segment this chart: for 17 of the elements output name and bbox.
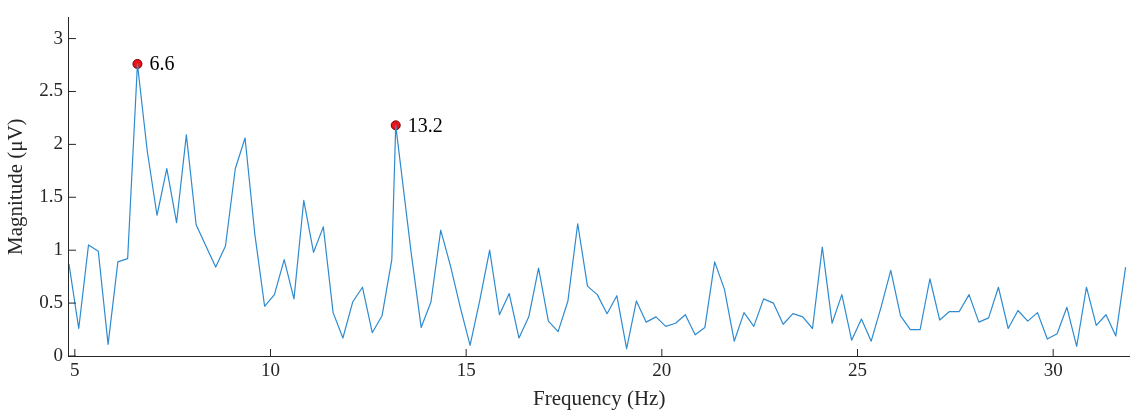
x-axis-title: Frequency (Hz)	[533, 385, 666, 410]
annotation: 13.2	[407, 113, 443, 136]
y-tick-label: 3	[53, 26, 63, 48]
y-tick-label: 1.5	[39, 185, 63, 207]
y-tick-label: 0	[53, 343, 63, 365]
annotation: 6.6	[149, 52, 175, 75]
y-axis-title: Magnitude (μV)	[3, 118, 28, 256]
x-tick-label: 15	[456, 359, 476, 381]
y-tick-label: 0.5	[39, 291, 63, 313]
x-tick-label: 10	[260, 359, 280, 381]
x-tick-label: 25	[848, 359, 868, 381]
x-tick-label: 30	[1043, 359, 1063, 381]
y-tick-label: 2.5	[39, 79, 63, 101]
y-tick-label: 1	[53, 238, 63, 260]
y-tick-label: 2	[53, 132, 63, 154]
x-tick-label: 20	[652, 359, 672, 381]
x-tick-label: 5	[70, 359, 80, 381]
